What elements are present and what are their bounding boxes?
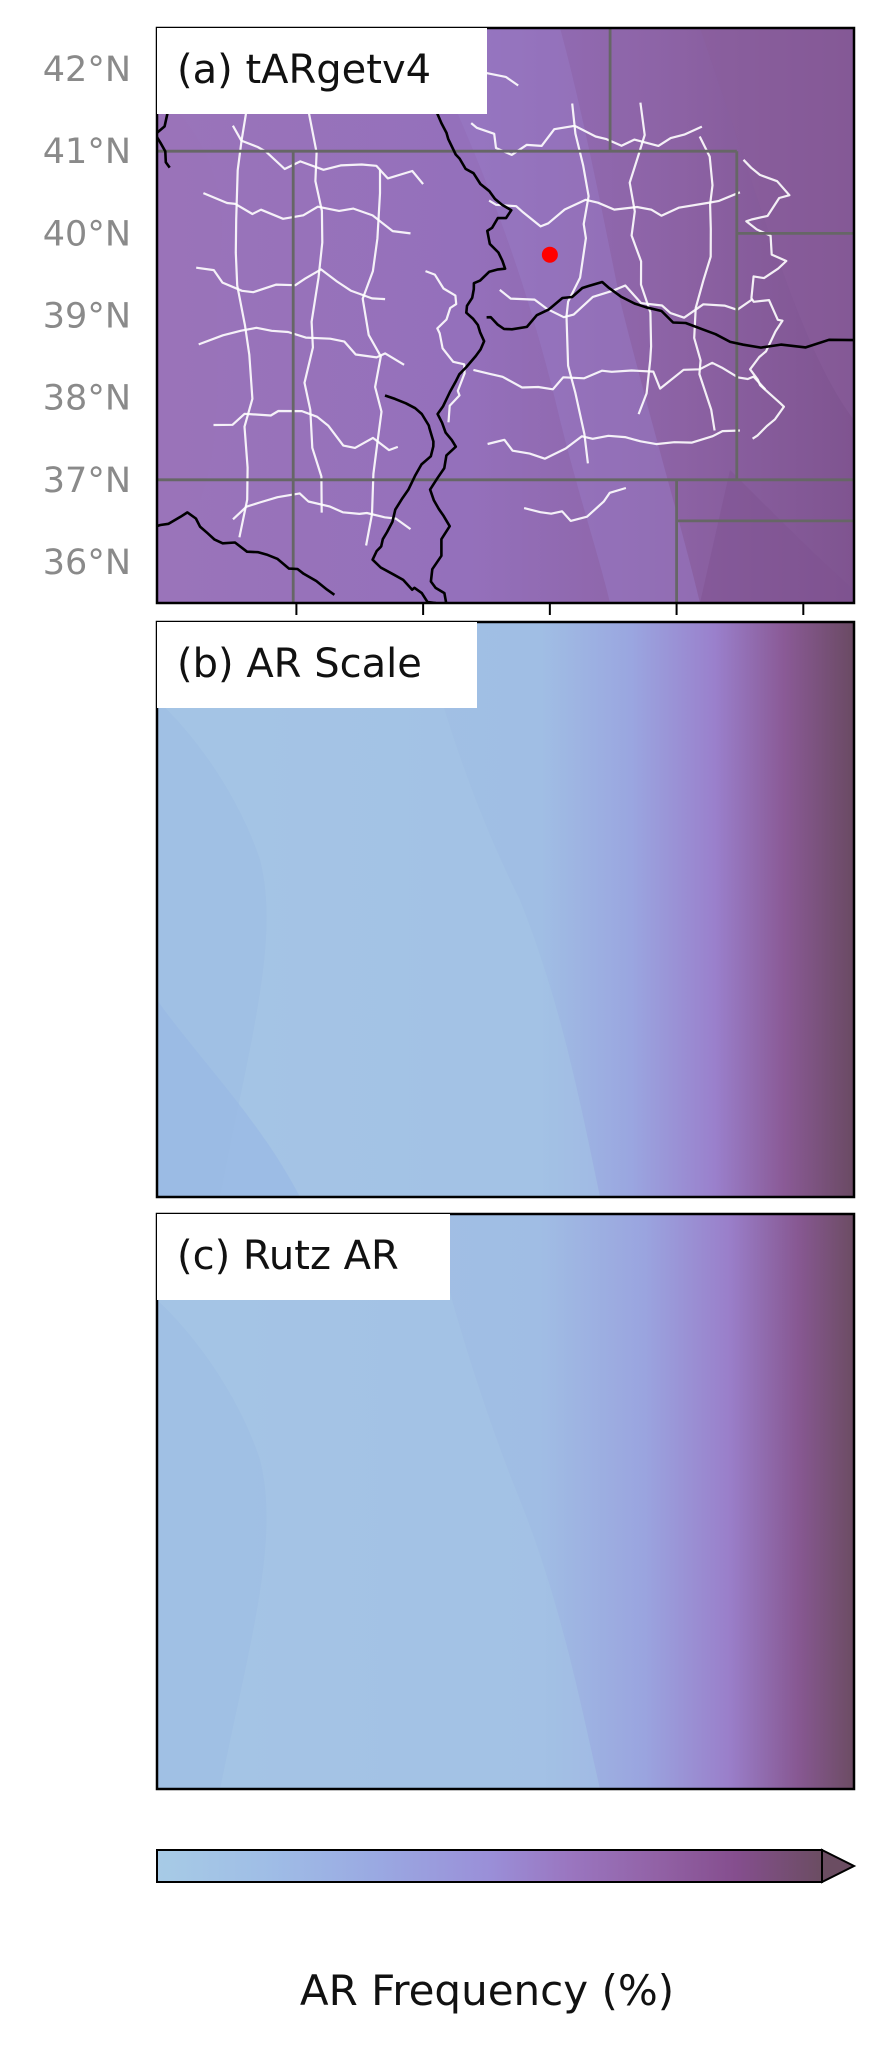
basin-outline	[196, 266, 386, 301]
basin-outline	[202, 192, 411, 235]
location-marker	[0, 0, 8, 8]
map-frame	[155, 1212, 856, 1791]
latitude-tick-labels: 42°N 41°N 40°N 39°N 38°N 37°N 36°N	[43, 50, 131, 583]
panel-a: (a) tARgetv4 42°N 41°N 40°N 39°N 38°N 37°N 36°…	[43, 26, 856, 615]
divide-line	[157, 511, 336, 596]
basin-outline	[213, 409, 399, 452]
basin-outline	[488, 191, 741, 228]
basin-outline	[234, 99, 254, 538]
location-marker	[0, 0, 8, 8]
basin-outline	[303, 111, 324, 513]
latitude-label: 42°N	[43, 50, 131, 90]
latitude-label: 38°N	[43, 379, 131, 419]
colorbar-extend-arrow	[821, 1848, 857, 1884]
basin-outline	[565, 103, 590, 464]
latitude-label: 40°N	[43, 214, 131, 254]
longitude-ticks	[295, 603, 805, 615]
basin-outline	[523, 486, 627, 522]
latitude-label: 41°N	[43, 132, 131, 172]
divide-line	[371, 394, 436, 603]
latitude-label: 39°N	[43, 297, 131, 337]
divide-line	[428, 109, 513, 603]
basin-outlines	[196, 62, 791, 546]
panel-title-box	[157, 622, 477, 708]
basin-outline	[487, 429, 740, 460]
state-borders	[157, 28, 854, 603]
basin-outline	[425, 270, 466, 423]
latitude-label: 37°N	[43, 461, 131, 501]
divide-line	[486, 280, 854, 349]
basin-outline	[742, 159, 791, 440]
basin-outline	[693, 136, 716, 431]
basin-outline	[499, 284, 754, 319]
basin-outline	[473, 361, 767, 391]
colorbar: AR Frequency (%)	[156, 1848, 857, 2015]
colorbar-bar	[157, 1850, 822, 1882]
location-marker	[541, 246, 558, 263]
panel-b: (b) AR Scale	[0, 0, 856, 1199]
map-frame	[155, 620, 856, 1199]
panel-title-box	[157, 1214, 450, 1300]
panel-title: (b) AR Scale	[177, 641, 422, 687]
map-frame	[155, 26, 856, 605]
colorbar-label: AR Frequency (%)	[300, 1966, 674, 2015]
colorbar-frame	[156, 1849, 823, 1883]
basin-outline	[361, 169, 383, 546]
panel-title-box	[157, 28, 487, 114]
basin-outline	[198, 326, 405, 366]
basin-outline	[628, 102, 653, 415]
panel-title: (c) Rutz AR	[177, 1233, 399, 1279]
panel-title: (a) tARgetv4	[177, 47, 431, 93]
latitude-label: 36°N	[43, 543, 131, 583]
basin-outline	[231, 125, 424, 185]
panel-c: (c) Rutz AR	[0, 0, 856, 1791]
basin-outline	[232, 492, 412, 530]
